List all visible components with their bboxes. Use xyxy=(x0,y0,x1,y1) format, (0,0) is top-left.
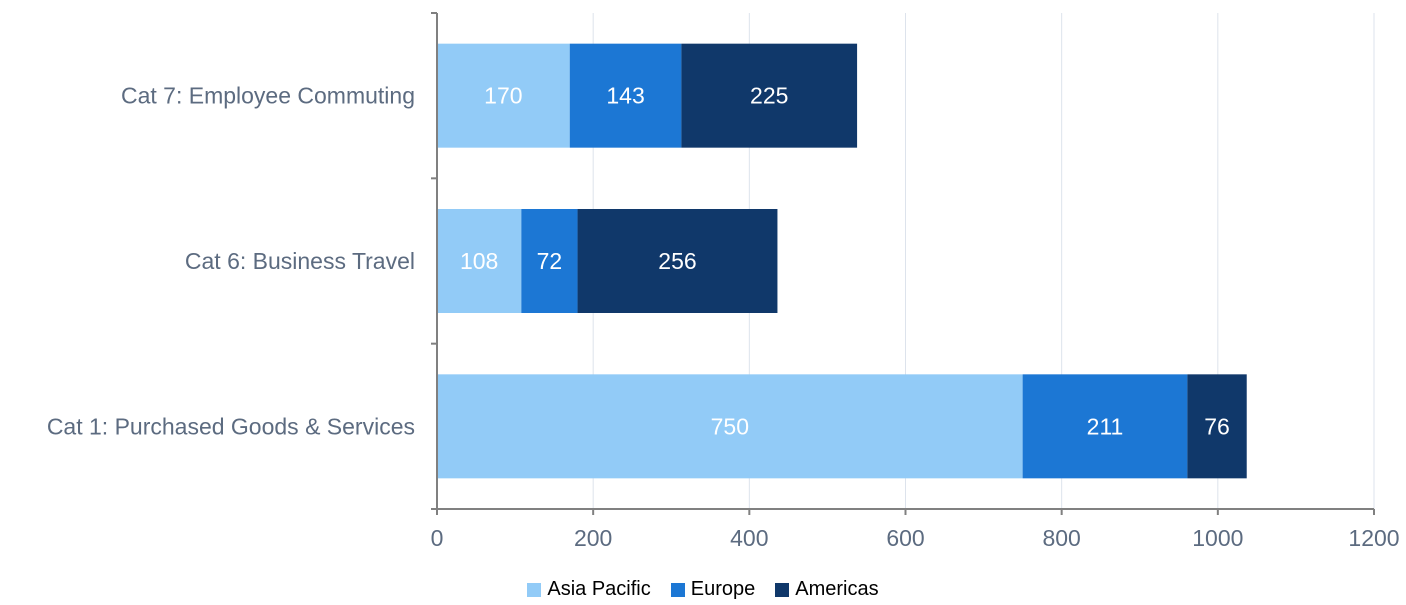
bar-segment xyxy=(681,43,858,148)
category-label: Cat 6: Business Travel xyxy=(185,248,415,274)
data-label: 170 xyxy=(484,83,522,109)
category-label: Cat 1: Purchased Goods & Services xyxy=(47,413,415,439)
data-label: 72 xyxy=(537,248,563,274)
legend-item-americas: Americas xyxy=(775,578,879,601)
x-tick-label: 800 xyxy=(1042,525,1080,551)
x-tick-label: 400 xyxy=(730,525,768,551)
x-tick-label: 1000 xyxy=(1192,525,1243,551)
data-label: 211 xyxy=(1087,413,1124,439)
data-label: 750 xyxy=(711,413,749,439)
data-label: 76 xyxy=(1204,413,1230,439)
data-label: 143 xyxy=(606,83,644,109)
bar-segment xyxy=(437,374,1023,479)
data-label: 225 xyxy=(750,83,788,109)
bar-segment xyxy=(577,209,778,313)
x-tick-label: 200 xyxy=(574,525,612,551)
chart-legend: Asia Pacific Europe Americas xyxy=(0,578,1406,601)
legend-swatch-europe xyxy=(670,582,685,597)
legend-item-asia-pacific: Asia Pacific xyxy=(527,578,651,601)
x-tick-label: 0 xyxy=(431,525,444,551)
legend-swatch-americas xyxy=(775,582,790,597)
legend-item-europe: Europe xyxy=(670,578,756,601)
legend-swatch-asia-pacific xyxy=(527,582,542,597)
bar-chart-plot: 170 143 225 Cat 7: Employee Commuting 108 72 2… xyxy=(47,12,1400,551)
x-tick-label: 1200 xyxy=(1348,525,1399,551)
data-label: 256 xyxy=(658,248,696,274)
category-label: Cat 7: Employee Commuting xyxy=(121,83,415,109)
legend-label-asia-pacific: Asia Pacific xyxy=(547,578,651,600)
bar-segment xyxy=(521,209,578,313)
bar-segment xyxy=(569,43,682,148)
bar-segment xyxy=(1187,374,1247,479)
legend-label-europe: Europe xyxy=(690,578,756,600)
bar-segment xyxy=(1022,374,1188,479)
x-tick-label: 600 xyxy=(886,525,924,551)
bar-segment xyxy=(437,209,522,313)
bar-segment xyxy=(437,43,570,148)
data-label: 108 xyxy=(460,248,498,274)
legend-label-americas: Americas xyxy=(795,578,879,600)
